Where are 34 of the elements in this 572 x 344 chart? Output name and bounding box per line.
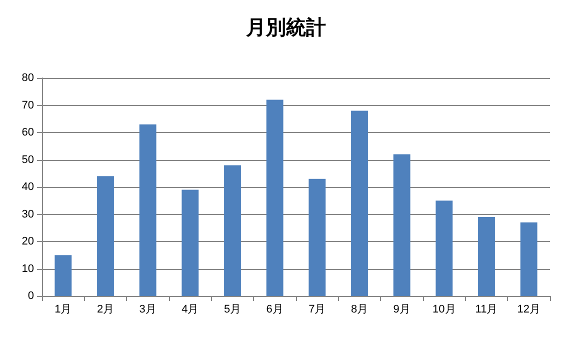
y-tick-label: 20 [22, 236, 34, 248]
x-tick-label: 9月 [393, 304, 410, 316]
y-tick-label: 10 [22, 262, 34, 275]
x-tick-label: 8月 [350, 304, 368, 316]
x-tick-label: 6月 [266, 304, 284, 316]
bar [478, 216, 495, 296]
x-tick-label: 3月 [139, 304, 156, 316]
bar [308, 178, 326, 296]
y-tick-label: 80 [22, 72, 34, 84]
y-tick-label: 70 [22, 99, 34, 112]
y-tick-label: 60 [22, 126, 34, 138]
y-tick-label: 50 [22, 154, 34, 166]
bar [351, 110, 368, 296]
y-tick-label: 0 [28, 290, 34, 302]
bar [520, 222, 538, 296]
bar [182, 190, 199, 296]
x-tick-label: 1月 [54, 304, 72, 316]
x-tick-label: 12月 [517, 304, 540, 316]
bar [224, 165, 241, 296]
chart-title: 月別統計 [245, 15, 326, 39]
y-tick-label: 30 [22, 208, 34, 220]
bar [139, 124, 156, 296]
bar [97, 176, 114, 296]
x-tick-label: 5月 [224, 304, 242, 316]
bar [393, 154, 410, 296]
x-tick-label: 7月 [308, 304, 326, 316]
x-tick-label: 10月 [432, 304, 456, 316]
bar [266, 100, 284, 296]
bar [436, 200, 453, 296]
bar [54, 255, 72, 296]
x-tick-label: 4月 [182, 304, 199, 316]
x-tick-label: 2月 [96, 304, 114, 316]
y-tick-label: 40 [22, 181, 34, 193]
x-tick-label: 11月 [475, 304, 498, 316]
